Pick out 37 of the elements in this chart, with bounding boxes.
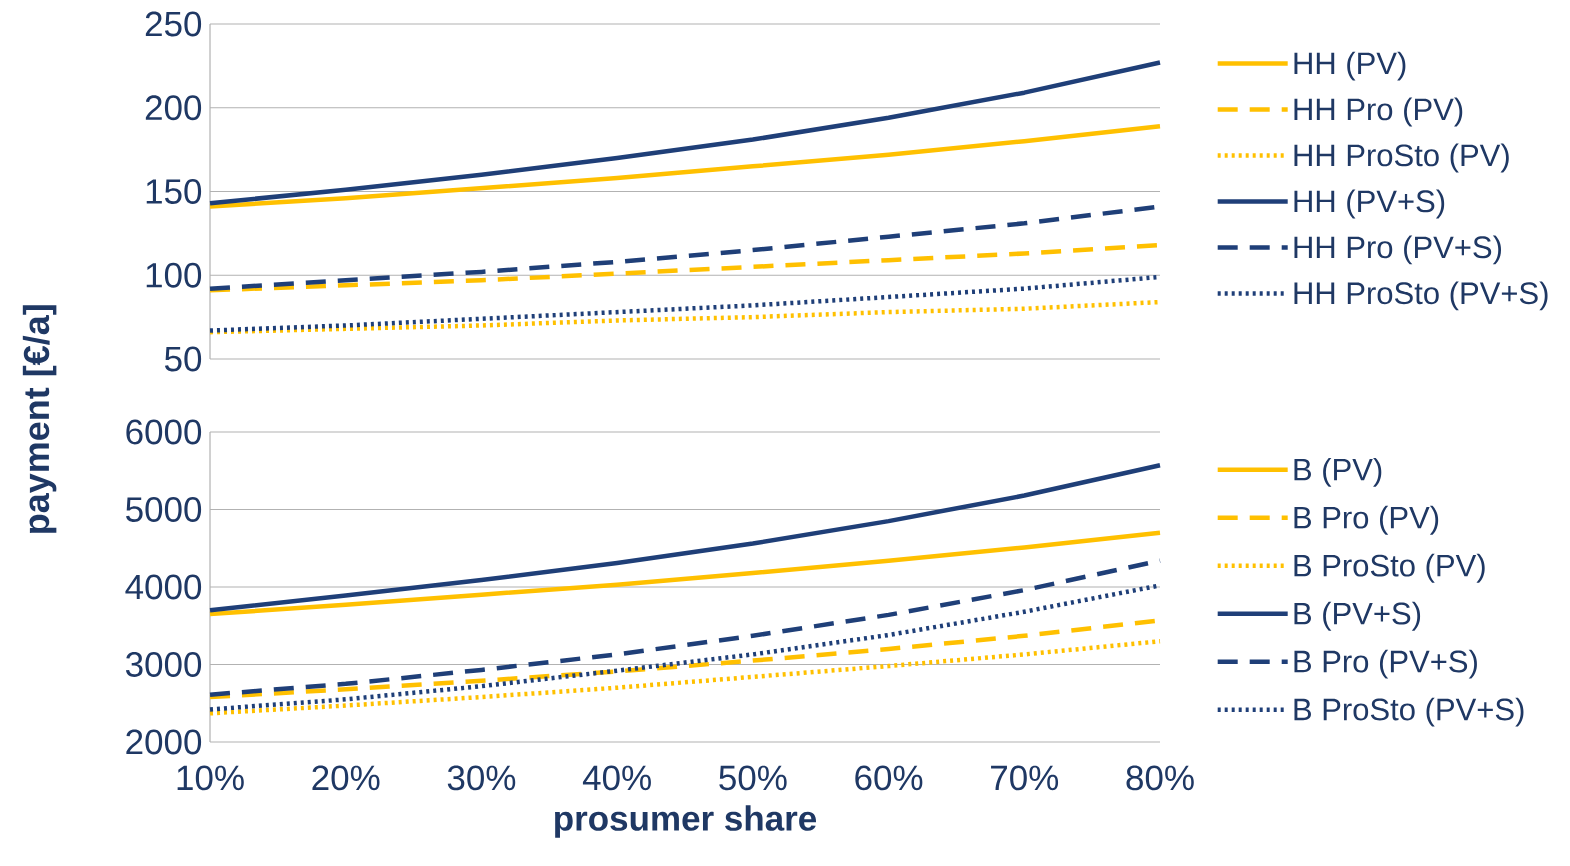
x-tick-label: 30%	[447, 765, 516, 791]
legend-label: B Pro (PV+S)	[1294, 649, 1477, 679]
y-tick-label: 6000	[126, 419, 202, 445]
legend-label: HH ProSto (PV+S)	[1294, 281, 1548, 311]
line-series	[207, 530, 1163, 617]
line-series	[207, 638, 1163, 716]
y-tick-label: 150	[146, 179, 202, 204]
x-tick-label: 10%	[177, 765, 244, 791]
legend-label: HH ProSto (PV)	[1294, 143, 1509, 173]
legend-label: B (PV)	[1294, 457, 1382, 487]
legend-label: B Pro (PV)	[1294, 505, 1439, 535]
legend-label: HH (PV)	[1294, 51, 1406, 81]
y-tick-label: 50	[164, 346, 202, 372]
legend-label: HH (PV+S)	[1294, 189, 1445, 219]
y-tick-label: 200	[145, 95, 202, 121]
y-tick-label: 4000	[125, 574, 202, 600]
y-tick-label: 5000	[126, 497, 202, 522]
x-tick-label: 20%	[312, 765, 380, 791]
x-tick-label: 60%	[855, 765, 923, 791]
legend-label: HH Pro (PV)	[1294, 97, 1463, 127]
legend-label: B ProSto (PV)	[1294, 553, 1485, 583]
y-axis-title: payment [€/a]	[22, 305, 57, 533]
y-tick-label: 3000	[125, 652, 202, 677]
x-tick-label: 40%	[582, 765, 651, 791]
x-tick-label: 50%	[719, 765, 787, 791]
x-axis-title: prosumer share	[555, 805, 817, 838]
line-series	[207, 558, 1163, 697]
x-tick-label: 80%	[1126, 765, 1194, 791]
y-tick-label: 2000	[126, 729, 202, 755]
legend-label: B ProSto (PV+S)	[1294, 697, 1524, 727]
y-tick-label: 100	[146, 262, 202, 288]
legend-label: B (PV+S)	[1294, 601, 1421, 631]
y-tick-label: 250	[145, 11, 202, 37]
line-series	[207, 60, 1163, 206]
x-tick-label: 70%	[991, 765, 1059, 791]
legend-label: HH Pro (PV+S)	[1294, 235, 1502, 265]
line-series	[207, 463, 1163, 613]
